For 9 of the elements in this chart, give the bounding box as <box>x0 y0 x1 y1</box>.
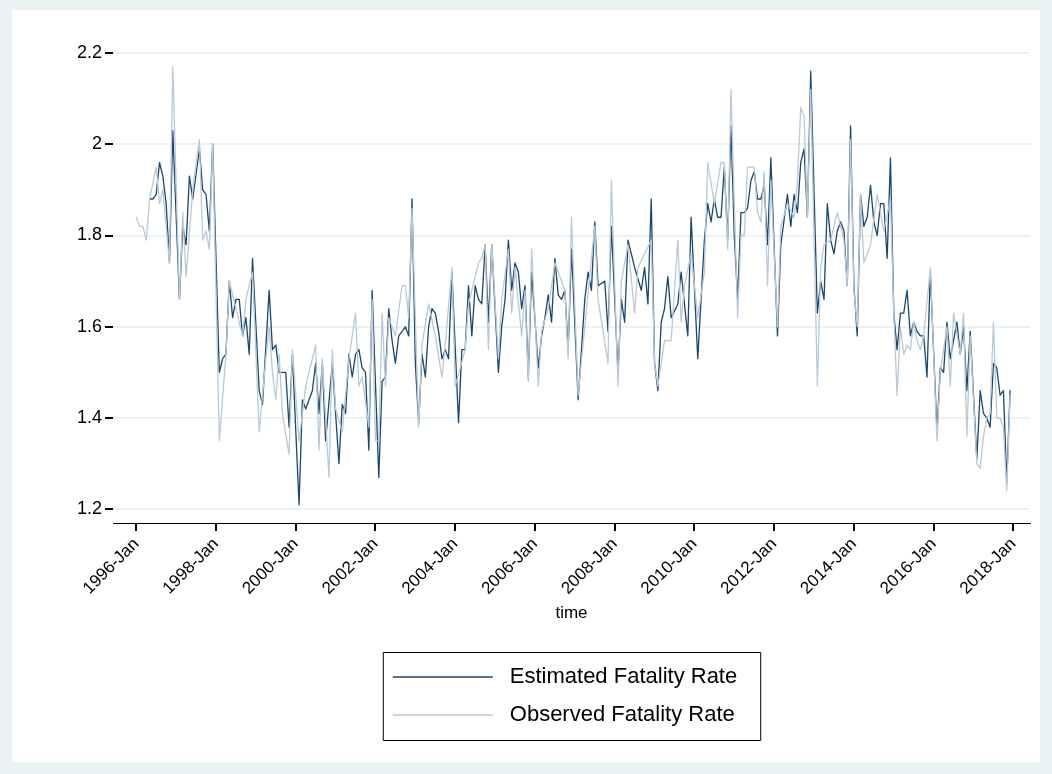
legend-label: Observed Fatality Rate <box>509 701 735 727</box>
y-tick-label: 2 <box>91 133 102 154</box>
y-tick-label: 1.2 <box>76 498 102 519</box>
y-tick-label: 2.2 <box>76 41 102 62</box>
legend-label: Estimated Fatality Rate <box>509 663 738 689</box>
y-tick-label: 1.8 <box>76 224 102 245</box>
y-tick-label: 1.6 <box>76 315 102 336</box>
y-tick-label: 1.4 <box>76 407 102 428</box>
x-axis-title: time <box>555 603 588 623</box>
